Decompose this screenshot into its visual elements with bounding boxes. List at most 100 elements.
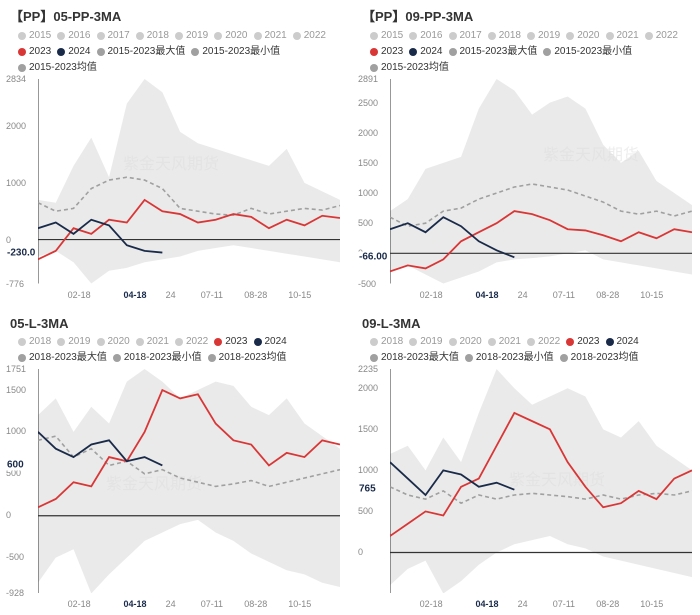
y-tick-label: 0 bbox=[6, 510, 11, 520]
y-tick-label: -500 bbox=[6, 552, 24, 562]
legend-item-inactive[interactable]: 2016 bbox=[57, 29, 90, 43]
legend-item-inactive[interactable]: 2017 bbox=[449, 29, 482, 43]
y-tick-label: -500 bbox=[358, 279, 376, 289]
x-tick-label: 07-11 bbox=[553, 599, 575, 609]
panel-3-chart: 紫金天风期货-928-500050010001500175160002-1804… bbox=[4, 369, 344, 612]
legend-item-inactive[interactable]: 2019 bbox=[57, 335, 90, 349]
panel-4-title: 09-L-3MA bbox=[356, 314, 696, 333]
panel-4-legend: 2018 2019 2020 2021 2022 2023 2024 2018-2023最大值… bbox=[356, 333, 696, 367]
legend-item-active[interactable]: 2018-2023最大值 bbox=[370, 351, 459, 365]
legend-item-inactive[interactable]: 2020 bbox=[566, 29, 599, 43]
x-tick-label: 10-15 bbox=[640, 599, 663, 609]
y-tick-label: 2000 bbox=[358, 128, 378, 138]
x-tick-label: 24 bbox=[166, 290, 176, 300]
y-tick-label: 500 bbox=[358, 218, 373, 228]
legend-item-active[interactable]: 2023 bbox=[566, 335, 599, 349]
x-tick-label: 10-15 bbox=[288, 290, 311, 300]
legend-item-inactive[interactable]: 2020 bbox=[214, 29, 247, 43]
range-band bbox=[38, 369, 340, 594]
panel-2-title: 【PP】09-PP-3MA bbox=[356, 4, 696, 27]
panel-4-chart: 紫金天风期货0500100015002000223576502-1804-182… bbox=[356, 369, 696, 612]
legend-item-inactive[interactable]: 2019 bbox=[527, 29, 560, 43]
legend-item-inactive[interactable]: 2018 bbox=[136, 29, 169, 43]
legend-item-inactive[interactable]: 2021 bbox=[136, 335, 169, 349]
panel-2-chart: 紫金天风期货-500050010001500200025002891-66.00… bbox=[356, 79, 696, 302]
legend-item-active[interactable]: 2024 bbox=[606, 335, 639, 349]
legend-item-inactive[interactable]: 2016 bbox=[409, 29, 442, 43]
y-tick-label: 0 bbox=[6, 235, 11, 245]
x-tick-label: 02-18 bbox=[68, 599, 91, 609]
legend-item-active[interactable]: 2015-2023最大值 bbox=[449, 45, 538, 59]
legend-item-active[interactable]: 2015-2023最大值 bbox=[97, 45, 186, 59]
legend-item-active[interactable]: 2015-2023最小值 bbox=[543, 45, 632, 59]
legend-item-inactive[interactable]: 2015 bbox=[370, 29, 403, 43]
legend-item-inactive[interactable]: 2019 bbox=[175, 29, 208, 43]
x-tick-label: 02-18 bbox=[420, 599, 443, 609]
legend-item-inactive[interactable]: 2015 bbox=[18, 29, 51, 43]
y-tick-label: 0 bbox=[358, 547, 363, 557]
x-tick-label: 07-11 bbox=[201, 599, 223, 609]
legend-item-active[interactable]: 2024 bbox=[57, 45, 90, 59]
legend-item-active[interactable]: 2024 bbox=[409, 45, 442, 59]
plot-svg bbox=[38, 79, 340, 284]
x-tick-label: 02-18 bbox=[68, 290, 91, 300]
legend-item-active[interactable]: 2023 bbox=[18, 45, 51, 59]
plot-svg bbox=[390, 79, 692, 284]
legend-item-active[interactable]: 2015-2023均值 bbox=[18, 61, 97, 75]
legend-item-inactive[interactable]: 2021 bbox=[606, 29, 639, 43]
x-tick-label: 24 bbox=[518, 290, 528, 300]
panel-2: 【PP】09-PP-3MA 2015 2016 2017 2018 2019 2020 20… bbox=[352, 0, 700, 306]
legend-item-inactive[interactable]: 2020 bbox=[449, 335, 482, 349]
y-tick-label: 2891 bbox=[358, 74, 378, 84]
legend-item-active[interactable]: 2018-2023最大值 bbox=[18, 351, 107, 365]
legend-item-inactive[interactable]: 2021 bbox=[254, 29, 287, 43]
y-tick-label: 2000 bbox=[358, 383, 378, 393]
y-highlight-label: -66.00 bbox=[358, 252, 388, 263]
legend-item-active[interactable]: 2018-2023最小值 bbox=[113, 351, 202, 365]
legend-item-inactive[interactable]: 2022 bbox=[175, 335, 208, 349]
y-tick-label: -928 bbox=[6, 588, 24, 598]
panel-3-legend: 2018 2019 2020 2021 2022 2023 2024 2018-2023最大值… bbox=[4, 333, 344, 367]
legend-item-inactive[interactable]: 2022 bbox=[527, 335, 560, 349]
panel-1-legend: 2015 2016 2017 2018 2019 2020 2021 2022 2023 2024… bbox=[4, 27, 344, 77]
legend-item-inactive[interactable]: 2017 bbox=[97, 29, 130, 43]
legend-item-active[interactable]: 2018-2023均值 bbox=[208, 351, 287, 365]
legend-item-inactive[interactable]: 2022 bbox=[293, 29, 326, 43]
legend-item-inactive[interactable]: 2022 bbox=[645, 29, 678, 43]
panel-1: 【PP】05-PP-3MA 20152016201720182019202020… bbox=[0, 0, 348, 306]
legend-item-active[interactable]: 2023 bbox=[214, 335, 247, 349]
x-tick-label: 08-28 bbox=[244, 290, 267, 300]
legend-item-active[interactable]: 2018-2023最小值 bbox=[465, 351, 554, 365]
x-tick-label: 24 bbox=[166, 599, 176, 609]
y-tick-label: 2000 bbox=[6, 121, 26, 131]
legend-item-active[interactable]: 2018-2023均值 bbox=[560, 351, 639, 365]
x-tick-label: 07-11 bbox=[553, 290, 575, 300]
range-band bbox=[38, 79, 340, 284]
plot-svg bbox=[38, 369, 340, 594]
legend-item-inactive[interactable]: 2018 bbox=[18, 335, 51, 349]
legend-item-active[interactable]: 2015-2023最小值 bbox=[191, 45, 280, 59]
y-tick-label: 1500 bbox=[358, 424, 378, 434]
y-tick-label: 1000 bbox=[6, 426, 26, 436]
panel-3-title: 05-L-3MA bbox=[4, 314, 344, 333]
x-tick-label: 02-18 bbox=[420, 290, 443, 300]
chart-grid: 【PP】05-PP-3MA 20152016201720182019202020… bbox=[0, 0, 700, 615]
legend-item-inactive[interactable]: 2019 bbox=[409, 335, 442, 349]
legend-item-inactive[interactable]: 2021 bbox=[488, 335, 521, 349]
panel-4: 09-L-3MA 2018201920202021202220232024201… bbox=[352, 310, 700, 615]
legend-item-inactive[interactable]: 2018 bbox=[488, 29, 521, 43]
y-tick-label: 500 bbox=[358, 506, 373, 516]
y-tick-label: -776 bbox=[6, 279, 24, 289]
x-tick-label: 07-11 bbox=[201, 290, 223, 300]
legend-item-inactive[interactable]: 2018 bbox=[370, 335, 403, 349]
x-tick-label: 08-28 bbox=[596, 290, 619, 300]
x-tick-label: 10-15 bbox=[288, 599, 311, 609]
legend-item-active[interactable]: 2015-2023均值 bbox=[370, 61, 449, 75]
y-tick-label: 1500 bbox=[6, 385, 26, 395]
y-tick-label: 1500 bbox=[358, 158, 378, 168]
legend-item-inactive[interactable]: 2020 bbox=[97, 335, 130, 349]
y-tick-label: 1000 bbox=[358, 465, 378, 475]
legend-item-active[interactable]: 2023 bbox=[370, 45, 403, 59]
y-highlight-label: -230.0 bbox=[6, 247, 36, 258]
legend-item-active[interactable]: 2024 bbox=[254, 335, 287, 349]
